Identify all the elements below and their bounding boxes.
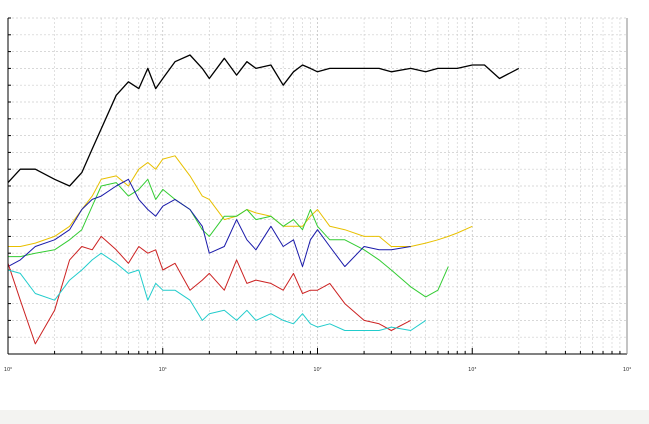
x-tick-label: 10⁴ — [623, 367, 631, 373]
x-tick-label: 10² — [313, 367, 321, 373]
status-strip — [0, 410, 649, 424]
x-tick-label: 10¹ — [159, 367, 167, 373]
series-line — [7, 235, 411, 345]
lines — [7, 54, 520, 345]
x-tick-label: 10⁰ — [4, 367, 12, 373]
series-line — [8, 178, 449, 298]
x-tick-label: 10³ — [468, 367, 476, 373]
series-line — [7, 178, 411, 268]
series-line — [7, 54, 520, 187]
series-line — [7, 252, 426, 331]
